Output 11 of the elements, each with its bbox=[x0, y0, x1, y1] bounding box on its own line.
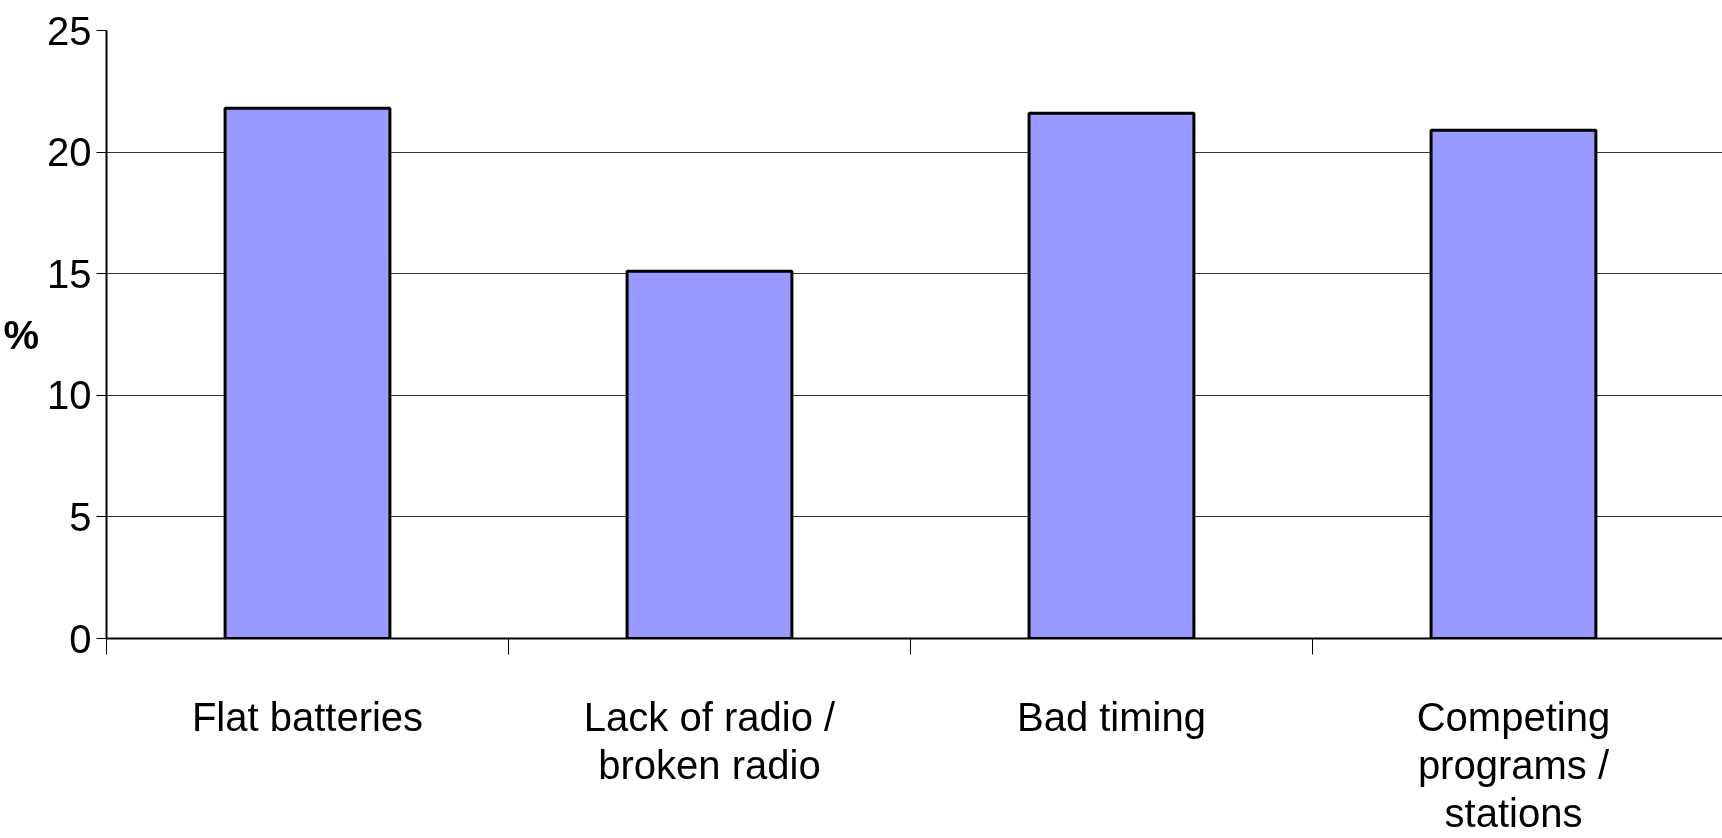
x-tick-label: Bad timing bbox=[1016, 694, 1206, 739]
x-tick-label: Competing programs / stations bbox=[1416, 694, 1611, 836]
y-tick-label: 15 bbox=[47, 251, 92, 296]
y-axis-title: % bbox=[3, 312, 40, 357]
y-tick-label: 5 bbox=[69, 494, 92, 539]
y-tick-label: 10 bbox=[47, 373, 92, 418]
y-tick-label: 0 bbox=[69, 616, 92, 661]
x-tick-label: Lack of radio / broken radio bbox=[583, 694, 836, 787]
x-tick-label: Flat batteries bbox=[191, 694, 424, 739]
y-tick-label: 25 bbox=[47, 8, 92, 53]
y-tick-label: 20 bbox=[47, 130, 92, 175]
